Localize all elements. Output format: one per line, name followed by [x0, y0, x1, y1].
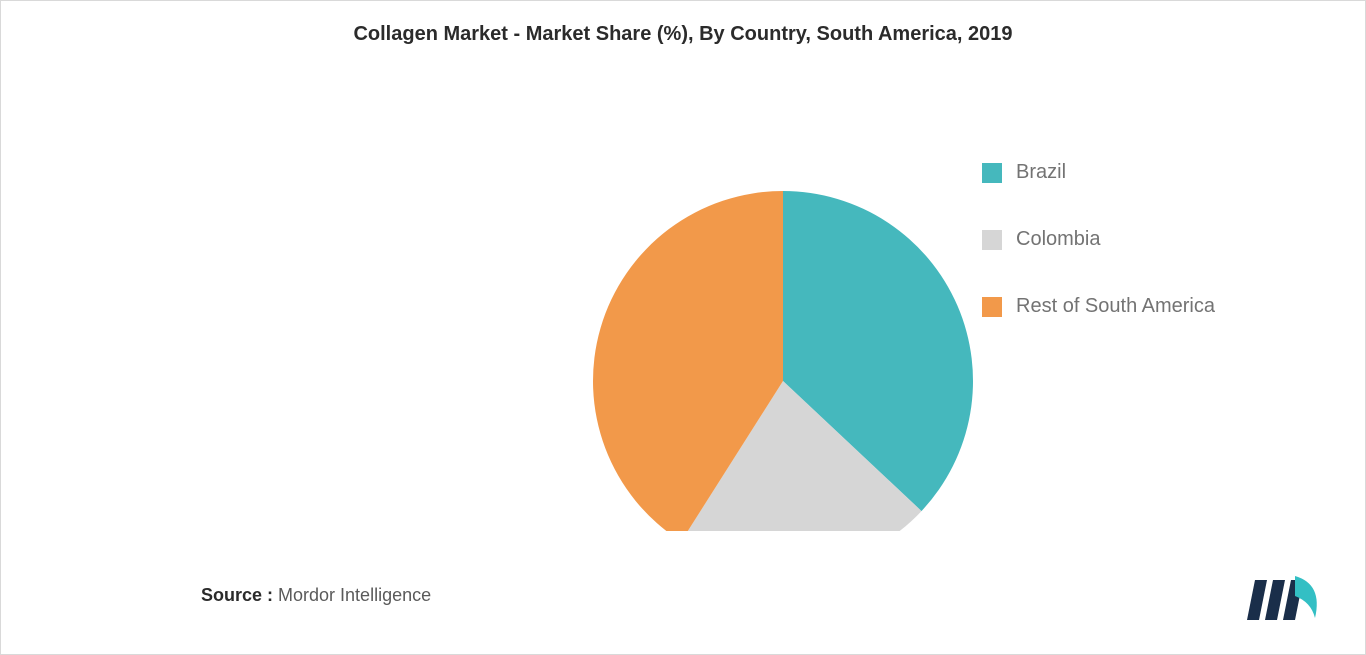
chart-title: Collagen Market - Market Share (%), By C…	[1, 23, 1365, 46]
legend-label: Rest of South America	[1016, 295, 1215, 318]
legend-item: Brazil	[982, 161, 1215, 184]
legend: Brazil Colombia Rest of South America	[982, 161, 1215, 318]
legend-label: Colombia	[1016, 228, 1100, 251]
legend-swatch	[982, 297, 1002, 317]
legend-label: Brazil	[1016, 161, 1066, 184]
source-label: Source :	[201, 585, 278, 605]
source-value: Mordor Intelligence	[278, 585, 431, 605]
legend-item: Rest of South America	[982, 295, 1215, 318]
pie-chart	[303, 91, 1063, 531]
brand-logo	[1245, 574, 1323, 620]
legend-item: Colombia	[982, 228, 1215, 251]
legend-swatch	[982, 230, 1002, 250]
legend-swatch	[982, 163, 1002, 183]
source-line: Source : Mordor Intelligence	[201, 585, 431, 606]
